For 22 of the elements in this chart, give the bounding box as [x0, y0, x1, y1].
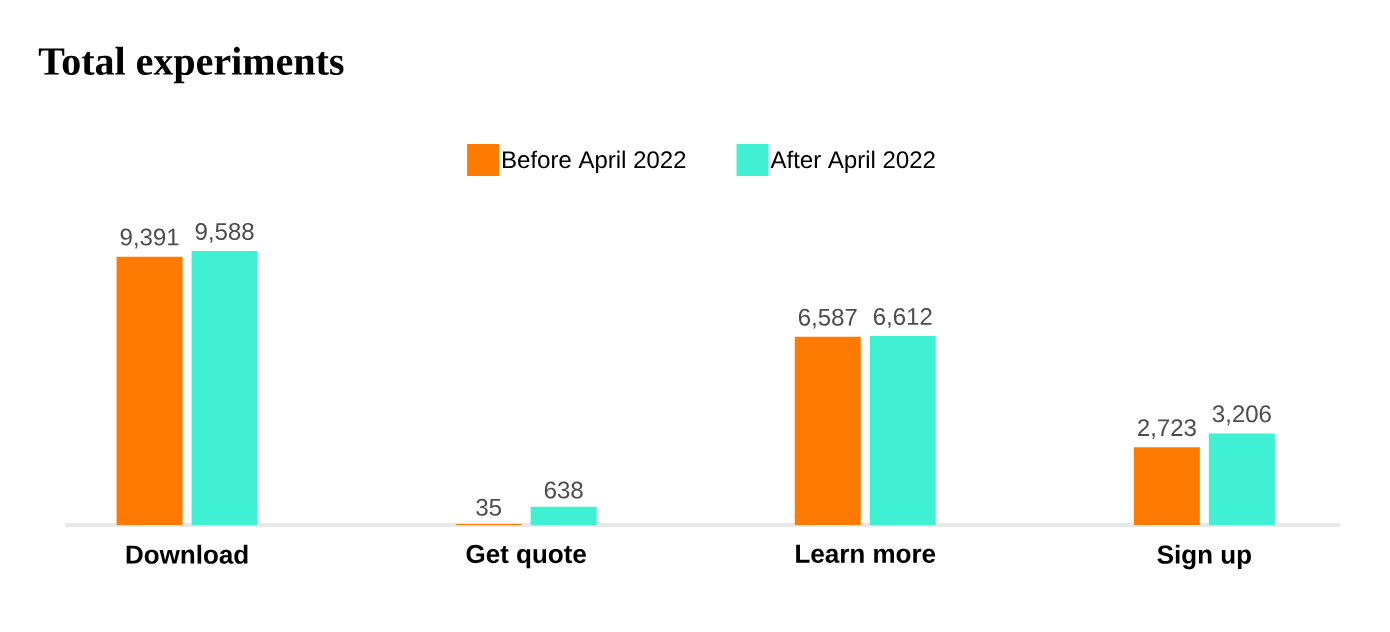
chart-title: Total experiments [38, 46, 344, 84]
data-label: 6,612 [873, 308, 932, 328]
bar [1208, 433, 1275, 525]
x-tick-label: Download [126, 544, 248, 564]
data-label: 6,587 [798, 308, 857, 329]
x-tick-label: Sign up [1157, 544, 1251, 570]
data-label: 3,206 [1212, 405, 1271, 426]
legend-label: Before April 2022 [503, 150, 686, 173]
bar [1133, 447, 1200, 525]
legend-label: After April 2022 [770, 150, 935, 173]
data-label: 35 [476, 498, 502, 516]
data-label: 9,588 [195, 222, 254, 243]
bar [530, 506, 597, 525]
bar [191, 251, 258, 525]
x-tick-label: Learn more [796, 544, 936, 563]
x-tick-label: Get quote [466, 544, 586, 569]
bar [869, 336, 936, 525]
data-label: 9,391 [120, 228, 179, 249]
bar [794, 336, 861, 525]
data-label: 2,723 [1138, 419, 1196, 439]
data-label: 638 [544, 481, 583, 499]
bar [116, 256, 183, 525]
